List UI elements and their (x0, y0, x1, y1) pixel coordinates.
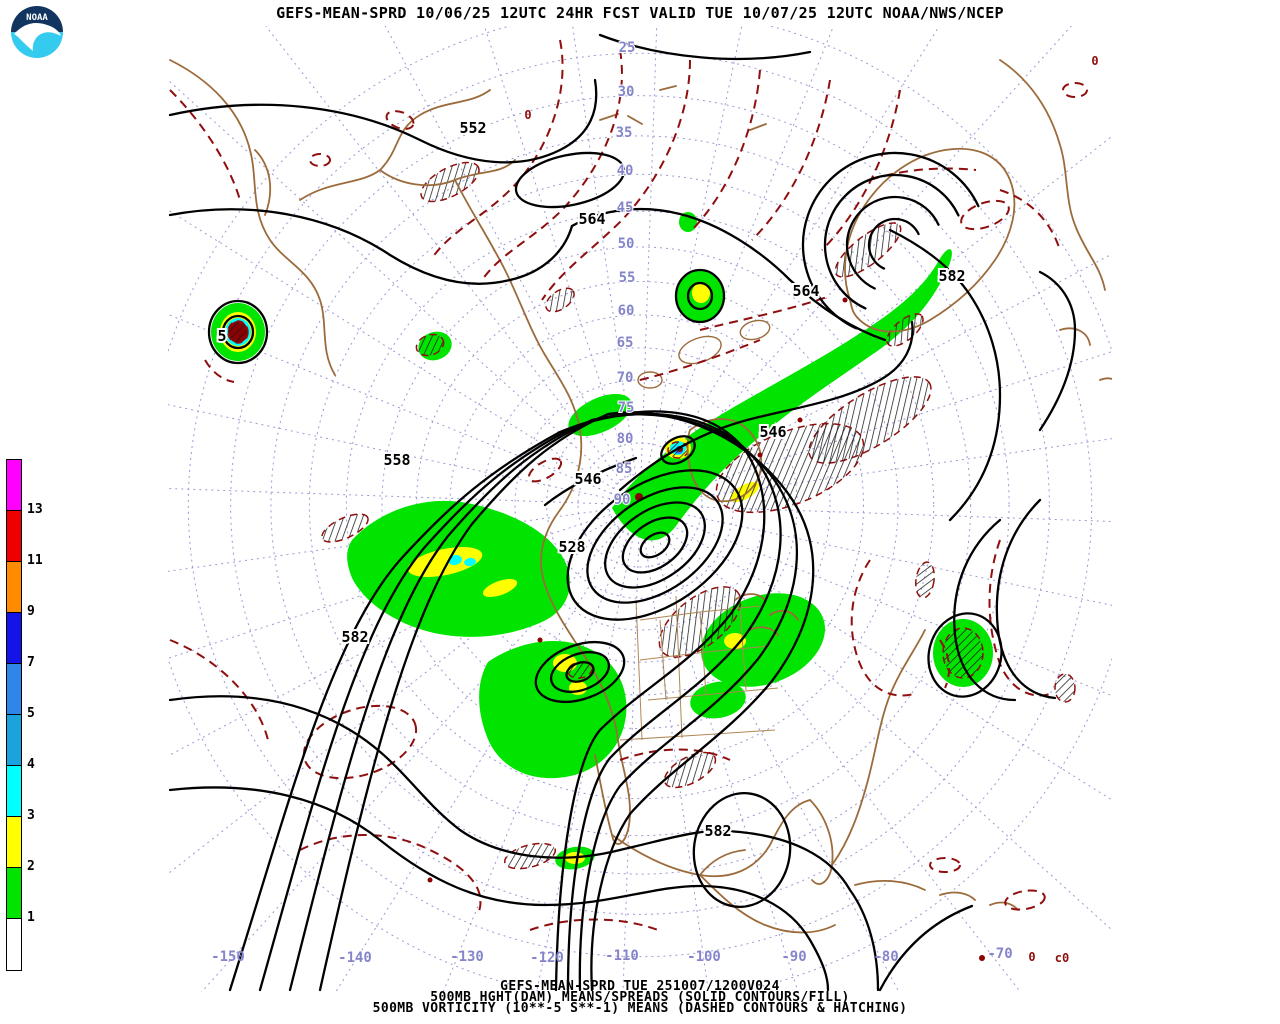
vorticity-label: 0 0 0 c0 (524, 54, 1098, 965)
coastlines (169, 59, 1112, 934)
longitude-label-item: -130 (450, 949, 484, 965)
longitude-label-item: -90 (781, 949, 806, 965)
longitude-label-item: -150 (211, 949, 245, 965)
latitude-label-item: 30 (618, 84, 635, 100)
height-contour-label-item: 546 (759, 423, 786, 441)
colorbar-segment (6, 918, 22, 971)
colorbar-label: 13 (27, 502, 43, 517)
height-contour-label-item: 5 (217, 327, 226, 345)
longitude-label-item: -120 (530, 950, 564, 966)
longitude-label: -150 -140 -130 -120 -110 -100 -90 -80 -70 (211, 946, 1013, 966)
height-contour-label-item: 582 (341, 628, 368, 646)
colorbar-label: 7 (27, 655, 35, 670)
latitude-label-item: 45 (617, 200, 634, 216)
colorbar-label: 9 (27, 604, 35, 619)
height-contour-label-item: 582 (938, 267, 965, 285)
colorbar-label: 2 (27, 859, 35, 874)
latitude-label-item: 80 (617, 431, 634, 447)
latitude-label: 25 30 35 40 45 50 55 60 65 70 75 80 85 90 (613, 39, 637, 509)
vorticity-label-item: c0 (1055, 951, 1069, 965)
latitude-label-item: 35 (616, 125, 633, 141)
colorbar-label: 4 (27, 757, 35, 772)
height-closed-contours (207, 151, 1003, 908)
spread-extreme (228, 321, 683, 452)
colorbar-label: 11 (27, 553, 43, 568)
height-contour-label-item: 528 (558, 538, 585, 556)
footer-caption: GEFS-MEAN-SPRD TUE 251007/1200V024 500MB… (0, 979, 1280, 1016)
latitude-label-item: 90 (614, 492, 631, 508)
height-contour-label-item: 582 (704, 822, 731, 840)
latitude-label-item: 65 (617, 335, 634, 351)
noaa-logo-bird-icon (14, 22, 61, 51)
height-contour-label-item: 552 (459, 119, 486, 137)
latitude-label-item: 25 (619, 40, 636, 56)
height-contours (168, 33, 1077, 992)
vorticity-label-item: 0 (524, 108, 531, 122)
latitude-label-item: 70 (617, 370, 634, 386)
vorticity-contours (169, 39, 1061, 931)
longitude-label-item: -110 (605, 948, 639, 964)
latitude-label-item: 40 (617, 163, 634, 179)
noaa-logo: NOAA (11, 6, 63, 58)
longitude-label-item: -100 (687, 949, 721, 965)
spread-colorbar: 13 11 9 7 5 4 3 2 1 (6, 459, 46, 971)
height-contour-label-item: 564 (578, 210, 605, 228)
latitude-label-item: 50 (618, 236, 635, 252)
latitude-label-item: 85 (616, 461, 633, 477)
footer-height-line: 500MB HGHT(DAM) MEANS/SPREADS (SOLID CON… (430, 990, 850, 1005)
latitude-label-item: 60 (618, 303, 635, 319)
vorticity-label-item: 0 (1028, 950, 1035, 964)
vorticity-closed-contours (302, 82, 1088, 911)
footer-vorticity-line: 500MB VORTICITY (10**-5 S**-1) MEANS (DA… (372, 1001, 908, 1016)
longitude-label-item: -80 (873, 949, 898, 965)
colorbar-label: 5 (27, 706, 35, 721)
vorticity-label-item: 0 (1091, 54, 1098, 68)
vorticity-max-dots (427, 297, 985, 961)
colorbar-label: 3 (27, 808, 35, 823)
height-contour-label-item: 558 (383, 451, 410, 469)
chart-title: GEFS-MEAN-SPRD 10/06/25 12UTC 24HR FCST … (276, 4, 1004, 22)
latitude-label-item: 55 (619, 270, 636, 286)
height-contour-label: 552 564 564 582 546 546 558 528 5 582 582 (215, 117, 967, 842)
vorticity-hatching (227, 161, 1076, 870)
footer-model-line: GEFS-MEAN-SPRD TUE 251007/1200V024 (500, 979, 780, 994)
height-contour-label-item: 564 (792, 282, 819, 300)
colorbar-label: 1 (27, 910, 35, 925)
height-contour-label-item: 546 (574, 470, 601, 488)
noaa-logo-text: NOAA (26, 13, 48, 23)
longitude-label-item: -140 (338, 950, 372, 966)
latitude-label-item: 75 (618, 400, 635, 416)
longitude-label-item: -70 (987, 946, 1012, 962)
